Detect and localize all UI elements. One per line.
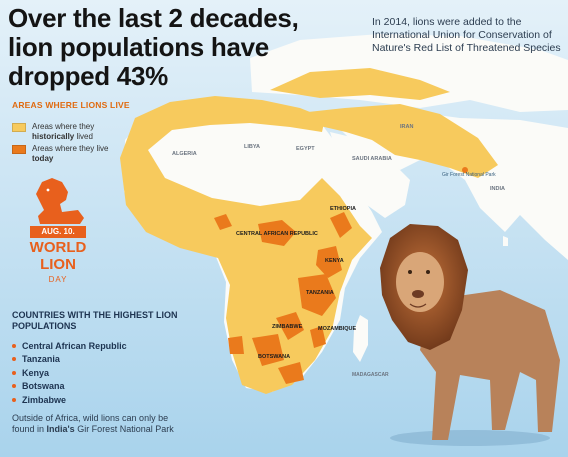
label-madagascar: MADAGASCAR: [352, 372, 389, 378]
madagascar-land: [353, 315, 368, 362]
current-range-kenya: [316, 246, 342, 278]
historic-range-middle-east: [308, 104, 498, 178]
label-algeria: ALGERIA: [172, 151, 197, 157]
label-libya: LIBYA: [244, 144, 260, 150]
current-range-gir: [462, 167, 468, 173]
historic-range-north: [270, 68, 450, 100]
label-saudi-arabia: SAUDI ARABIA: [352, 156, 392, 162]
historical-swatch: [12, 123, 26, 132]
lion-nose: [412, 290, 424, 298]
list-item: Botswana: [12, 380, 127, 394]
label-india: INDIA: [490, 186, 505, 192]
current-range-angola: [228, 336, 244, 354]
label-car: CENTRAL AFRICAN REPUBLIC: [236, 231, 318, 237]
current-range-zambia: [276, 312, 304, 340]
red-list-note: In 2014, lions were added to the Interna…: [372, 16, 561, 54]
list-item: Zimbabwe: [12, 393, 127, 407]
lion-shadow: [390, 430, 550, 446]
list-item: Tanzania: [12, 353, 127, 367]
arabia-land: [330, 132, 410, 218]
label-egypt: EGYPT: [296, 146, 315, 152]
headline: Over the last 2 decades, lion population…: [8, 3, 299, 91]
bullet-icon: [12, 357, 16, 362]
lion-face: [396, 252, 444, 312]
label-iran: IRAN: [400, 124, 413, 130]
bullet-icon: [12, 397, 16, 402]
lion-icon: [36, 178, 84, 224]
list-item: Kenya: [12, 366, 127, 380]
legend-today: Areas where they live today: [12, 144, 112, 163]
lion-mouth: [409, 303, 427, 308]
legend-historical-label: Areas where they historically lived: [32, 122, 95, 141]
current-range-south: [278, 362, 304, 384]
current-range-west: [214, 214, 232, 230]
current-range-tanzania: [298, 274, 336, 316]
badge-title: WORLD LION: [29, 239, 87, 273]
current-range-mozambique: [310, 326, 326, 348]
current-range: [214, 167, 468, 384]
label-mozambique: MOZAMBIQUE: [318, 326, 357, 332]
lion-eye-left: [408, 270, 412, 274]
label-kenya: KENYA: [325, 258, 344, 264]
legend-title: AREAS WHERE LIONS LIVE: [12, 100, 130, 110]
badge-subtitle: DAY: [48, 275, 68, 284]
current-range-botswana: [252, 334, 284, 366]
sri-lanka-land: [503, 236, 508, 246]
bullet-icon: [12, 343, 16, 348]
footnote: Outside of Africa, wild lions can only b…: [12, 413, 174, 434]
legend-historical: Areas where they historically lived: [12, 122, 112, 141]
today-swatch: [12, 145, 26, 154]
current-range-car: [258, 220, 296, 246]
countries-title: COUNTRIES WITH THE HIGHEST LION POPULATI…: [12, 310, 178, 331]
label-tanzania: TANZANIA: [306, 290, 334, 296]
label-botswana: BOTSWANA: [258, 354, 290, 360]
label-zimbabwe: ZIMBABWE: [272, 324, 303, 330]
bullet-icon: [12, 384, 16, 389]
world-lion-day-badge: AUG. 10. WORLD LION DAY: [22, 176, 94, 286]
bullet-icon: [12, 370, 16, 375]
country-list: Central African Republic Tanzania Kenya …: [12, 339, 127, 407]
lion-illustration: [380, 224, 560, 446]
historic-range-africa: [120, 96, 372, 394]
legend-today-label: Areas where they live today: [32, 144, 109, 163]
sahara-gap: [160, 130, 318, 192]
label-ethiopia: ETHIOPIA: [330, 206, 356, 212]
lion-eye-right: [426, 270, 430, 274]
current-range-ethiopia: [330, 212, 352, 238]
label-gir-forest: Gir Forest National Park: [442, 172, 496, 178]
badge-date: AUG. 10.: [30, 226, 86, 238]
list-item: Central African Republic: [12, 339, 127, 353]
